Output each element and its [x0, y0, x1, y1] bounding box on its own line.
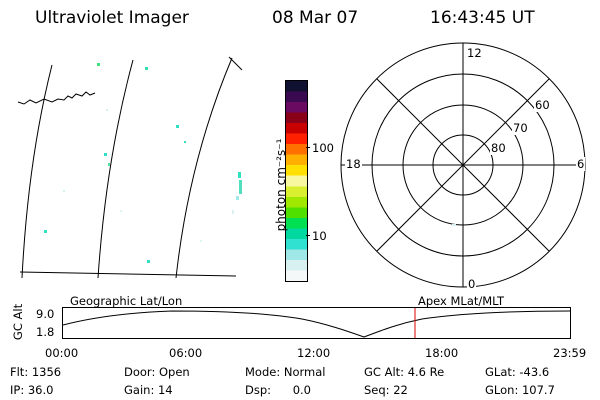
timeline-y-axis-label: GC Alt	[11, 303, 25, 341]
mlat-label-80: 80	[490, 141, 507, 155]
status-glat: GLat: -43.6	[485, 365, 550, 379]
meridian-line	[175, 57, 233, 279]
timeline-y-tick: 1.8	[36, 325, 55, 339]
altitude-timeline-plot	[62, 307, 571, 339]
latitude-line	[19, 271, 237, 277]
polar-diagonal	[376, 78, 550, 252]
altitude-curve	[62, 310, 571, 338]
timeline-x-tick: 23:59	[553, 346, 587, 360]
timeline-x-tick: 06:00	[169, 346, 203, 360]
date-label: 08 Mar 07	[272, 8, 359, 28]
status-dsp: Dsp: 0.0	[245, 383, 311, 397]
timeline-x-tick: 12:00	[297, 346, 331, 360]
colorbar-tick-label: 100	[312, 141, 334, 155]
coastline	[17, 91, 96, 105]
apex-caption: Apex MLat/MLT	[418, 294, 505, 308]
instrument-title: Ultraviolet Imager	[35, 8, 189, 28]
emission-dot	[452, 224, 456, 226]
timeline-x-tick: 18:00	[425, 346, 459, 360]
status-gc-alt: GC Alt: 4.6 Re	[364, 365, 445, 379]
mlat-label-60: 60	[534, 98, 551, 112]
mlt-label-dusk: 18	[345, 157, 362, 171]
status-glon: GLon: 107.7	[485, 383, 555, 397]
color-scale-bar	[285, 80, 308, 282]
geographic-image-panel	[17, 56, 243, 279]
mlt-label-midnight: 0	[467, 277, 477, 291]
status-mode: Mode: Normal	[245, 365, 326, 379]
status-door: Door: Open	[124, 365, 190, 379]
mlat-label-70: 70	[512, 121, 529, 135]
colorbar-unit-label: photon cm⁻²s⁻¹	[274, 138, 288, 232]
timeline-x-tick: 00:00	[45, 346, 79, 360]
geographic-caption: Geographic Lat/Lon	[70, 294, 183, 308]
mlt-label-noon: 12	[466, 46, 483, 60]
colorbar-tick	[306, 235, 310, 236]
meridian-line	[21, 64, 53, 279]
status-seq: Seq: 22	[364, 383, 408, 397]
timeline-y-tick: 9.0	[36, 307, 55, 321]
colorbar-tick	[306, 147, 310, 148]
emission-dots	[44, 63, 242, 263]
timeline-frame	[62, 307, 571, 339]
time-label: 16:43:45 UT	[430, 8, 535, 28]
colorbar-tick-label: 10	[312, 229, 327, 243]
polar-mlat-mlt-plot	[340, 42, 586, 288]
status-ip: IP: 36.0	[10, 383, 54, 397]
mlt-label-dawn: 6	[576, 157, 586, 171]
status-flight: Flt: 1356	[10, 365, 62, 379]
status-gain: Gain: 14	[124, 383, 173, 397]
meridian-line	[97, 59, 134, 279]
edge-tick	[228, 56, 243, 71]
